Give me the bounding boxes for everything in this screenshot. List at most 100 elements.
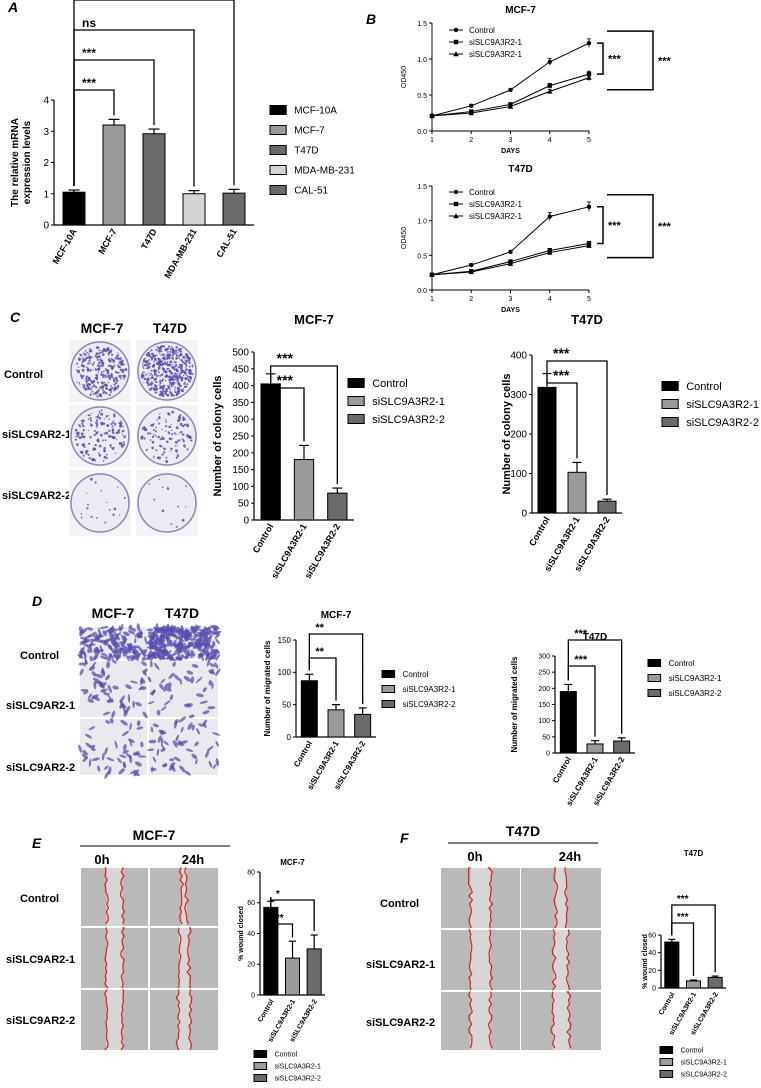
migrated-cell [128, 624, 133, 630]
wound-edge [184, 867, 190, 925]
colony [89, 436, 92, 439]
migrated-cell [107, 643, 113, 651]
colony [111, 386, 114, 390]
colony [87, 453, 90, 456]
wound-edge [120, 989, 125, 1051]
colony [164, 370, 168, 374]
migrated-cell [100, 652, 108, 656]
colony [185, 363, 188, 366]
legend-label: Control [275, 1051, 298, 1058]
migrated-cell [130, 769, 138, 775]
colony [117, 371, 120, 375]
data-point [547, 59, 552, 65]
colony [115, 354, 119, 358]
migrated-cell [81, 753, 88, 759]
significance-bracket [546, 369, 578, 459]
migrated-cell [101, 667, 106, 676]
migrated-cell [161, 643, 167, 648]
migrated-cell [198, 723, 204, 727]
colony [141, 363, 144, 365]
colony-plate [136, 405, 198, 467]
migrated-cell [205, 627, 212, 634]
colony [143, 428, 147, 432]
colony [108, 509, 111, 511]
colony [122, 368, 125, 372]
colony [160, 360, 163, 363]
colony [156, 361, 160, 365]
colony [145, 353, 149, 357]
colony [87, 418, 90, 420]
colony [111, 431, 114, 434]
migrated-cell [88, 758, 92, 768]
chart-title: MCF-7 [294, 312, 334, 327]
migrated-cell [91, 632, 98, 637]
migrated-cell [209, 663, 215, 668]
wound-photo [441, 867, 520, 929]
colony [156, 376, 158, 378]
legend-label: Control [669, 659, 695, 668]
migrated-cell [207, 706, 216, 710]
migrated-cell [191, 724, 195, 731]
migrated-cell [213, 626, 218, 633]
migrated-cell [186, 642, 194, 648]
migrated-cell [177, 640, 184, 644]
migrated-cell [87, 693, 93, 699]
chart-c-t47d-colonies: T47D 0 100 200 300 400 Number of colony cells C… [501, 312, 759, 573]
colony [165, 425, 168, 428]
colony [158, 478, 161, 481]
significance-bracket [270, 365, 338, 485]
colony [82, 352, 85, 355]
legend-swatch [661, 399, 679, 409]
x-tick-label: 2 [469, 296, 473, 303]
x-tick-label: Control [658, 991, 677, 1016]
colony [101, 439, 104, 442]
migrated-cell [147, 640, 153, 644]
wound-edge [487, 867, 494, 929]
colony [95, 386, 98, 389]
colony [87, 503, 89, 506]
bar [306, 948, 322, 996]
colony [164, 430, 167, 432]
wound-edge [186, 927, 192, 989]
migrated-cell [106, 661, 111, 669]
wound-edge [104, 867, 109, 925]
colony [108, 418, 111, 420]
migrated-cell [195, 625, 201, 629]
colony [105, 415, 109, 418]
colony [170, 385, 173, 388]
migrated-cell [134, 638, 137, 644]
migrated-cell [158, 639, 163, 646]
migrated-cell [166, 687, 172, 692]
migrated-cell [190, 652, 193, 659]
colony [85, 452, 88, 455]
migrated-cell [134, 761, 142, 767]
wound-edge [488, 929, 494, 991]
colony [166, 367, 169, 370]
colony [88, 350, 91, 352]
y-tick-label: 200 [510, 430, 527, 441]
colony [165, 456, 168, 459]
migrated-cell [202, 687, 207, 693]
x-tick-label: siSLC9A3R2-2 [303, 522, 342, 580]
colony [97, 389, 100, 392]
migrated-cell [173, 756, 181, 762]
colony [171, 356, 174, 360]
colony [101, 363, 104, 367]
bar [327, 492, 348, 521]
y-tick-label: 1.5 [417, 184, 427, 191]
colony [171, 354, 174, 357]
legend-label: siSLC9A3R2-1 [686, 399, 759, 411]
panel-label-a: A [7, 0, 18, 15]
colony [113, 413, 116, 416]
migrated-cell [215, 741, 219, 747]
colony [116, 388, 118, 390]
colony [168, 386, 171, 389]
colony [100, 409, 103, 412]
colony [168, 363, 172, 367]
colony [95, 421, 99, 425]
colony [74, 438, 77, 441]
colony [175, 433, 177, 436]
migrated-cell [147, 748, 155, 752]
colony [97, 352, 100, 355]
colony [104, 521, 107, 524]
